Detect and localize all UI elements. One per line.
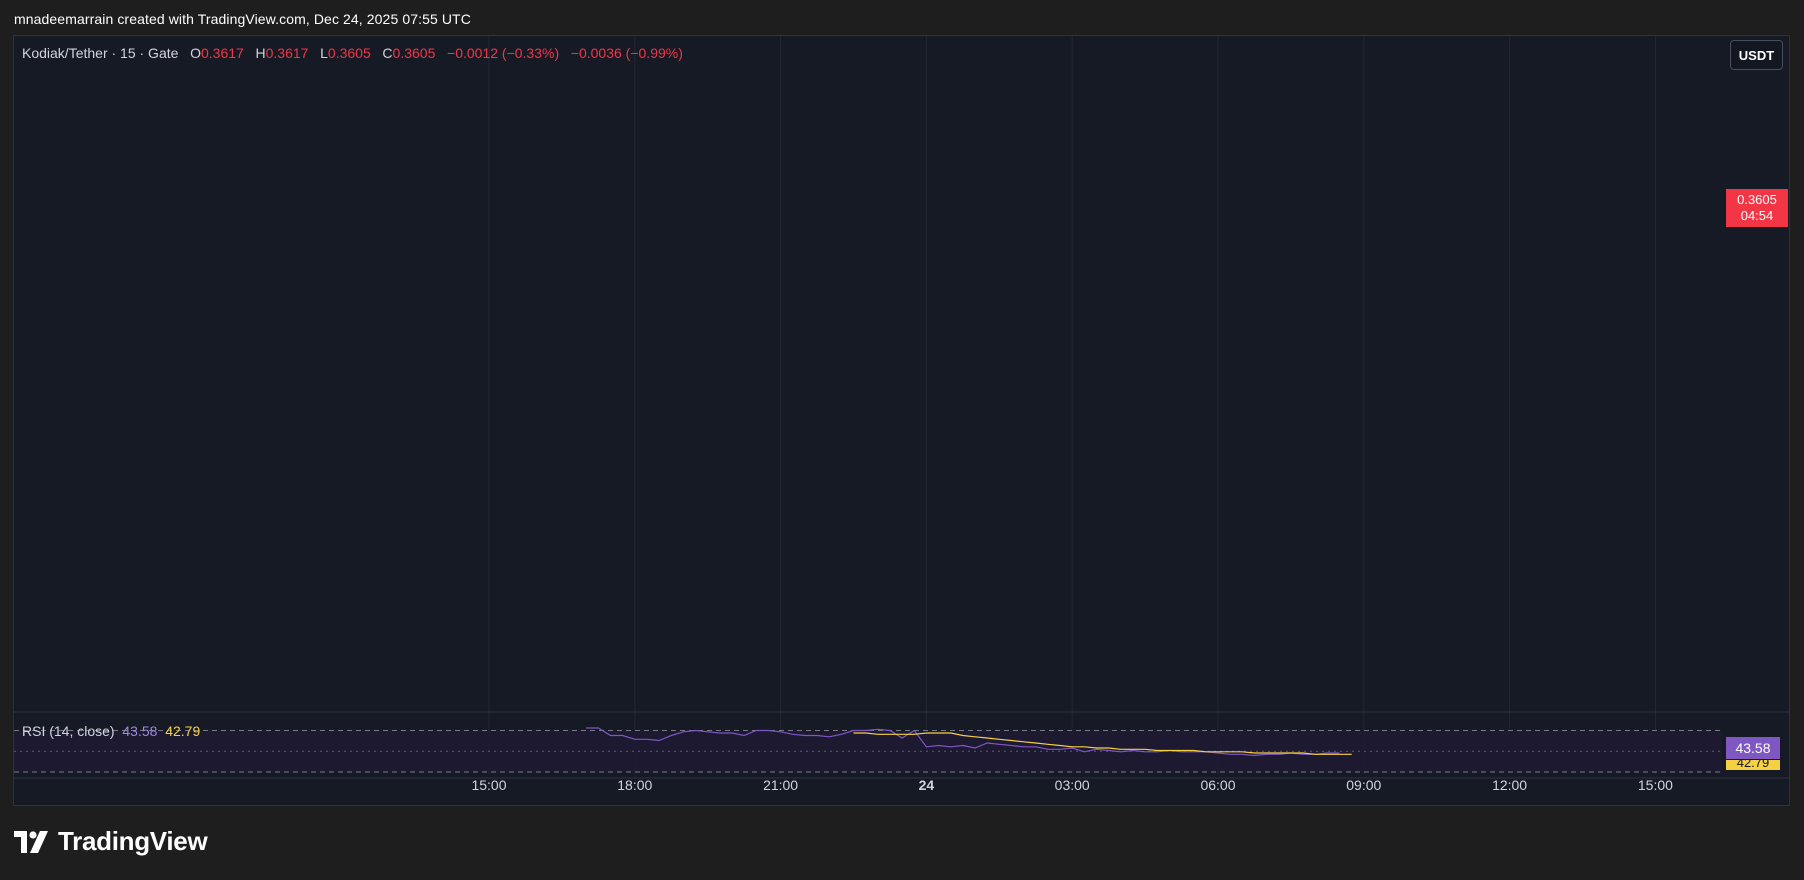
rsi-pane-background	[14, 730, 1722, 773]
low-value: 0.3605	[327, 45, 371, 61]
rsi-signal-label: 42.79	[1726, 760, 1780, 770]
time-tick-label: 09:00	[1346, 777, 1381, 793]
open-value: 0.3617	[200, 45, 244, 61]
tradingview-logo: TradingView	[14, 826, 208, 857]
rsi-title: RSI (14, close)	[22, 723, 115, 739]
rsi-line	[586, 727, 1340, 757]
rsi-value-label: 43.58	[1726, 737, 1780, 759]
rsi-legend[interactable]: RSI (14, close) 43.58 42.79	[22, 723, 200, 739]
time-tick-label: 06:00	[1200, 777, 1235, 793]
close-label: C	[382, 45, 393, 61]
time-tick-label: 18:00	[617, 777, 652, 793]
open-label: O	[190, 45, 201, 61]
time-tick-label: 15:00	[471, 777, 506, 793]
tradingview-logo-icon	[14, 830, 48, 853]
low-label: L	[320, 45, 328, 61]
time-tick-label: 03:00	[1055, 777, 1090, 793]
grid-lines	[14, 36, 1789, 779]
high-value: 0.3617	[265, 45, 309, 61]
close-value: 0.3605	[392, 45, 436, 61]
last-price-label: 0.3605 04:54	[1726, 189, 1788, 227]
time-tick-label: 24	[919, 777, 935, 793]
tradingview-logo-text: TradingView	[58, 826, 208, 856]
high-label: H	[255, 45, 266, 61]
currency-unit-button[interactable]: USDT	[1730, 40, 1783, 70]
time-tick-label: 21:00	[763, 777, 798, 793]
chart-credit: mnadeemarrain created with TradingView.c…	[14, 11, 471, 27]
rsi-ma-line	[853, 732, 1352, 755]
change-value-2: −0.0036 (−0.99%)	[570, 45, 683, 61]
time-tick-label: 12:00	[1492, 777, 1527, 793]
chart-pane[interactable]	[13, 35, 1790, 806]
change-value: −0.0012 (−0.33%)	[447, 45, 560, 61]
last-price-value: 0.3605	[1737, 192, 1777, 207]
rsi-signal-value: 42.79	[165, 723, 201, 739]
time-axis: 15:00 18:00 21:00 24 03:00 06:00 09:00 12:00 15:…	[471, 777, 1673, 793]
rsi-lines	[586, 727, 1352, 757]
symbol-legend[interactable]: Kodiak/Tether · 15 · Gate O0.3617 H0.361…	[22, 45, 683, 61]
rsi-value: 43.58	[122, 723, 158, 739]
symbol-name[interactable]: Kodiak/Tether · 15 · Gate	[22, 45, 179, 61]
time-tick-label: 15:00	[1638, 777, 1673, 793]
rsi-band	[14, 730, 1722, 772]
bar-countdown: 04:54	[1740, 208, 1774, 223]
